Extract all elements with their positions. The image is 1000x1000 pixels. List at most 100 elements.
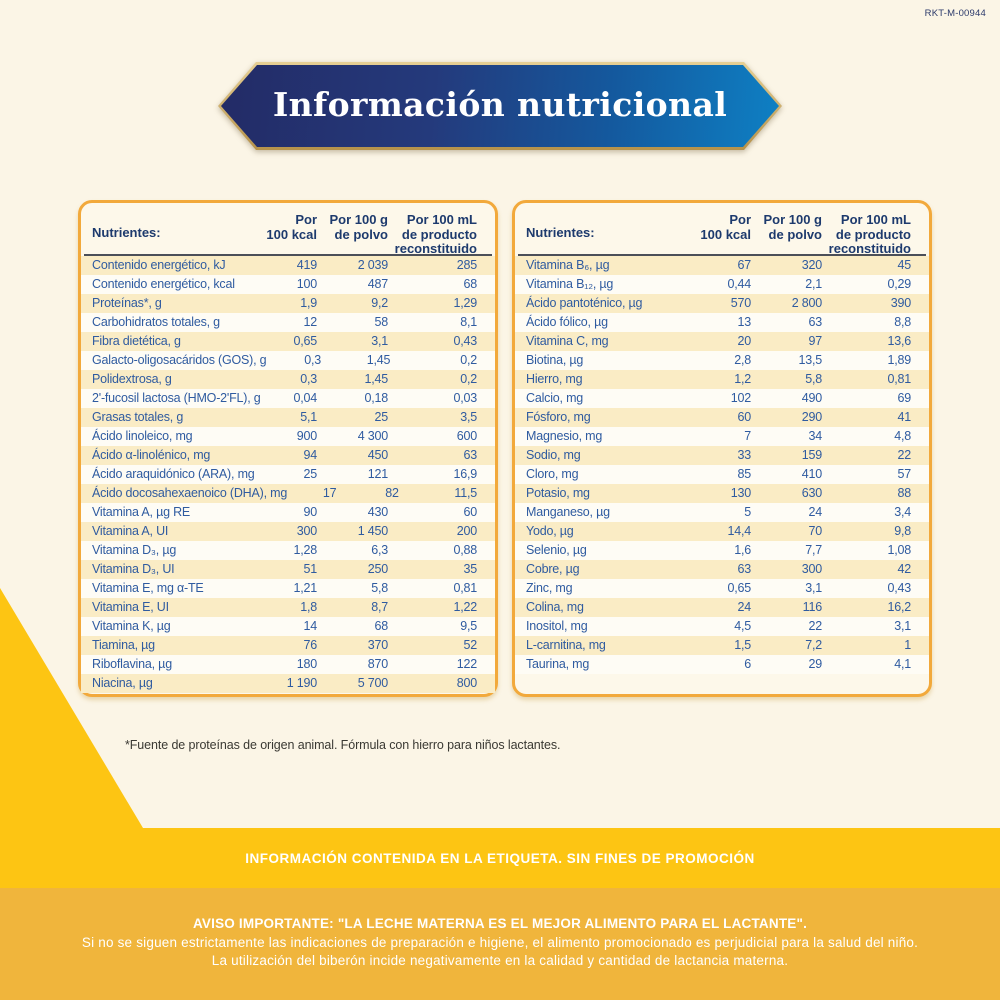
- value-per-100g: 58: [374, 314, 388, 329]
- nutrition-table-left: Nutrientes: Por 100 kcal Por 100 g de po…: [78, 200, 498, 697]
- value-per-100ml: 3,1: [894, 618, 911, 633]
- nutrient-name: Cobre, µg: [526, 561, 580, 576]
- value-per-100ml: 200: [456, 523, 477, 538]
- value-per-100g: 1,45: [366, 352, 391, 367]
- table-row: Ácido araquidónico (ARA), mg 25 121 16,9: [81, 464, 495, 484]
- table-row: Vitamina B₁₂, µg 0,44 2,1 0,29: [515, 274, 929, 294]
- value-per-100ml: 0,29: [887, 276, 911, 291]
- value-per-100g: 450: [367, 447, 388, 462]
- table-row: Vitamina A, µg RE 90 430 60: [81, 502, 495, 522]
- value-per-100g: 410: [801, 466, 822, 481]
- value-per-100g: 9,2: [371, 295, 388, 310]
- value-per-100ml: 52: [463, 637, 477, 652]
- value-per-100ml: 0,43: [887, 580, 911, 595]
- value-per-100kcal: 5,1: [300, 409, 317, 424]
- value-per-100ml: 0,03: [453, 390, 477, 405]
- nutrient-name: Inositol, mg: [526, 618, 588, 633]
- table-row: Contenido energético, kJ 419 2 039 285: [81, 255, 495, 275]
- value-per-100ml: 11,5: [454, 485, 477, 500]
- value-per-100g: 63: [808, 314, 822, 329]
- table-row: Selenio, µg 1,6 7,7 1,08: [515, 540, 929, 560]
- table-row: Fibra dietética, g 0,65 3,1 0,43: [81, 331, 495, 351]
- column-header-nutrients: Nutrientes:: [526, 225, 595, 241]
- value-per-100kcal: 570: [730, 295, 751, 310]
- value-per-100kcal: 1,21: [293, 580, 317, 595]
- value-per-100g: 5 700: [357, 675, 388, 690]
- nutrient-name: Vitamina A, UI: [92, 523, 169, 538]
- value-per-100ml: 4,8: [894, 428, 911, 443]
- value-per-100kcal: 25: [303, 466, 317, 481]
- table-row: Ácido α-linolénico, mg 94 450 63: [81, 445, 495, 465]
- label-info-band: INFORMACIÓN CONTENIDA EN LA ETIQUETA. SI…: [0, 828, 1000, 888]
- value-per-100ml: 16,2: [887, 599, 911, 614]
- value-per-100kcal: 4,5: [734, 618, 751, 633]
- table-body: Contenido energético, kJ 419 2 039 285 C…: [81, 255, 495, 693]
- table-row: Contenido energético, kcal 100 487 68: [81, 274, 495, 294]
- value-per-100kcal: 12: [303, 314, 317, 329]
- nutrient-name: Vitamina E, mg α-TE: [92, 580, 204, 595]
- value-per-100ml: 1,22: [453, 599, 477, 614]
- value-per-100kcal: 33: [737, 447, 751, 462]
- value-per-100ml: 63: [463, 447, 477, 462]
- value-per-100ml: 0,43: [453, 333, 477, 348]
- nutrient-name: Vitamina E, UI: [92, 599, 169, 614]
- table-header: Nutrientes: Por 100 kcal Por 100 g de po…: [81, 203, 495, 256]
- value-per-100ml: 8,1: [460, 314, 477, 329]
- table-row: Niacina, µg 1 190 5 700 800: [81, 673, 495, 693]
- value-per-100g: 24: [808, 504, 822, 519]
- value-per-100ml: 390: [890, 295, 911, 310]
- value-per-100kcal: 0,65: [727, 580, 751, 595]
- value-per-100ml: 8,8: [894, 314, 911, 329]
- table-row: Calcio, mg 102 490 69: [515, 388, 929, 408]
- value-per-100kcal: 85: [737, 466, 751, 481]
- nutrient-name: Sodio, mg: [526, 447, 581, 462]
- nutrient-name: Yodo, µg: [526, 523, 574, 538]
- value-per-100kcal: 0,44: [727, 276, 751, 291]
- table-row: Colina, mg 24 116 16,2: [515, 597, 929, 617]
- value-per-100kcal: 300: [296, 523, 317, 538]
- nutrition-tables: Nutrientes: Por 100 kcal Por 100 g de po…: [78, 200, 932, 697]
- value-per-100ml: 0,81: [887, 371, 911, 386]
- table-row: Taurina, mg 6 29 4,1: [515, 654, 929, 674]
- value-per-100g: 250: [367, 561, 388, 576]
- value-per-100kcal: 94: [303, 447, 317, 462]
- value-per-100ml: 16,9: [453, 466, 477, 481]
- nutrient-name: Galacto-oligosacáridos (GOS), g: [92, 352, 267, 367]
- value-per-100g: 370: [367, 637, 388, 652]
- value-per-100kcal: 51: [303, 561, 317, 576]
- value-per-100ml: 0,2: [460, 352, 478, 367]
- value-per-100kcal: 100: [296, 276, 317, 291]
- value-per-100g: 34: [808, 428, 822, 443]
- table-row: Cloro, mg 85 410 57: [515, 464, 929, 484]
- value-per-100ml: 0,2: [460, 371, 477, 386]
- table-header: Nutrientes: Por 100 kcal Por 100 g de po…: [515, 203, 929, 256]
- value-per-100kcal: 76: [303, 637, 317, 652]
- value-per-100kcal: 1,6: [734, 542, 751, 557]
- nutrient-name: Magnesio, mg: [526, 428, 603, 443]
- nutrient-name: Ácido linoleico, mg: [92, 428, 193, 443]
- value-per-100g: 116: [802, 599, 823, 614]
- nutrient-name: Taurina, mg: [526, 656, 590, 671]
- value-per-100kcal: 90: [303, 504, 317, 519]
- value-per-100kcal: 0,04: [293, 390, 317, 405]
- value-per-100ml: 69: [897, 390, 911, 405]
- nutrient-name: Ácido pantoténico, µg: [526, 295, 643, 310]
- value-per-100g: 1 450: [357, 523, 388, 538]
- header-separator-line: [518, 254, 926, 256]
- value-per-100g: 2 039: [357, 257, 388, 272]
- value-per-100ml: 41: [897, 409, 911, 424]
- value-per-100kcal: 1,8: [300, 599, 317, 614]
- value-per-100g: 2 800: [791, 295, 822, 310]
- banner-blue-background: [221, 65, 779, 147]
- value-per-100g: 13,5: [798, 352, 822, 367]
- value-per-100ml: 45: [897, 257, 911, 272]
- value-per-100ml: 60: [463, 504, 477, 519]
- table-row: Vitamina B₆, µg 67 320 45: [515, 255, 929, 275]
- value-per-100ml: 68: [463, 276, 477, 291]
- table-row: Inositol, mg 4,5 22 3,1: [515, 616, 929, 636]
- table-row: Vitamina E, mg α-TE 1,21 5,8 0,81: [81, 578, 495, 598]
- value-per-100kcal: 1 190: [286, 675, 317, 690]
- nutrient-name: Vitamina B₆, µg: [526, 257, 610, 272]
- value-per-100ml: 1,08: [887, 542, 911, 557]
- nutrient-name: Hierro, mg: [526, 371, 583, 386]
